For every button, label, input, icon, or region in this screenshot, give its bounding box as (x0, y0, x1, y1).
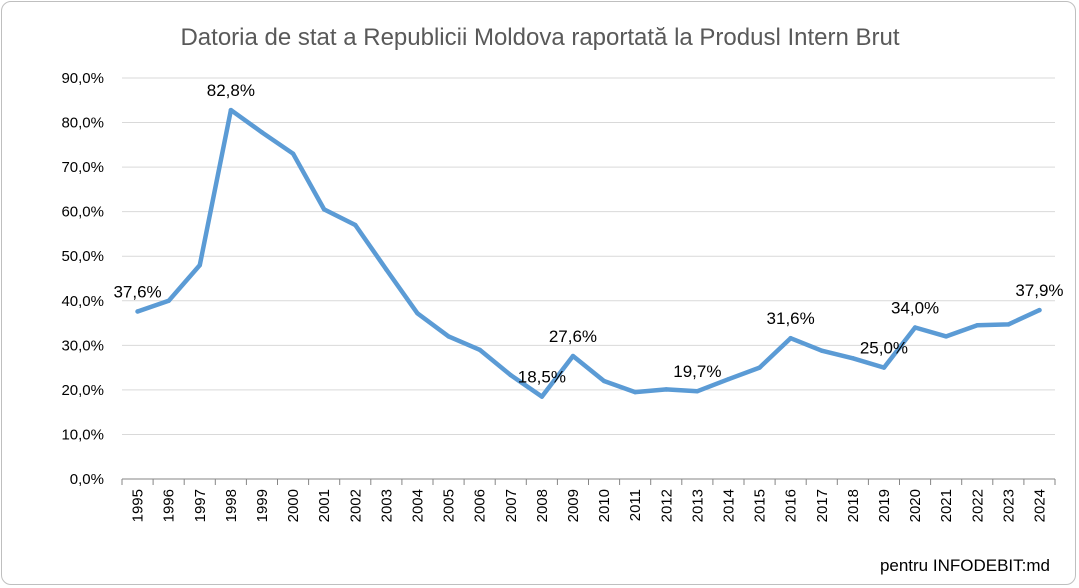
x-tick-label: 2010 (596, 489, 613, 522)
data-point (664, 387, 669, 392)
x-tick-label: 2019 (876, 489, 893, 522)
x-tick-label: 2024 (1031, 489, 1048, 522)
data-point (819, 348, 824, 353)
data-point (695, 389, 700, 394)
data-point (508, 372, 513, 378)
data-point (384, 267, 389, 272)
data-point (726, 376, 731, 382)
x-tick-label: 2006 (472, 489, 489, 522)
y-tick-label: 80,0% (61, 115, 104, 132)
y-tick-label: 70,0% (61, 159, 104, 176)
x-tick-label: 2017 (814, 489, 831, 522)
series-layer (135, 107, 1042, 399)
x-tick-label: 2009 (565, 489, 582, 522)
data-point (881, 365, 887, 370)
data-point (259, 130, 265, 135)
data-point (321, 207, 327, 212)
x-tick-label: 2023 (1000, 489, 1017, 522)
x-tick-label: 2011 (627, 489, 644, 521)
x-tick-label: 1998 (223, 489, 240, 522)
data-label: 31,6% (767, 309, 815, 328)
x-tick-label: 2020 (907, 489, 924, 522)
data-point (135, 309, 140, 314)
data-label: 34,0% (891, 299, 939, 318)
x-tick-label: 2003 (378, 489, 395, 522)
x-tick-label: 2014 (720, 489, 737, 522)
data-point (166, 298, 171, 303)
x-tick-label: 2001 (316, 489, 333, 522)
data-label: 37,9% (1015, 281, 1063, 300)
data-point (975, 323, 980, 328)
x-tick-label: 2018 (845, 489, 862, 522)
data-point (1006, 322, 1011, 327)
data-label: 37,6% (113, 282, 161, 301)
y-tick-label: 90,0% (61, 70, 104, 87)
y-tick-label: 30,0% (61, 337, 104, 354)
data-point (570, 353, 576, 359)
x-tick-label: 2013 (689, 489, 706, 522)
y-tick-label: 50,0% (61, 248, 104, 265)
x-axis-tick-labels: 1995 1996 1997 1998 1999 2000 2001 2002 2003 2004… (121, 479, 1056, 522)
data-point (415, 311, 420, 316)
data-point (539, 394, 545, 399)
data-label: 19,7% (673, 362, 721, 381)
x-tick-label: 1996 (161, 489, 178, 522)
x-tick-label: 2007 (503, 489, 520, 522)
data-point (632, 389, 638, 395)
x-tick-label: 2015 (752, 489, 769, 522)
data-point (353, 222, 358, 228)
x-tick-label: 1999 (254, 489, 271, 522)
data-point (477, 347, 482, 352)
x-tick-label: 2016 (783, 489, 800, 522)
data-label: 82,8% (207, 81, 255, 100)
data-labels: 37,6% 82,8% 18,5% 27,6% 19,7% 31,6% 25,0% 34,0%… (113, 81, 1063, 386)
data-point (943, 334, 949, 339)
data-point (757, 365, 762, 370)
data-point (290, 151, 296, 156)
y-tick-label: 40,0% (61, 293, 104, 310)
data-point (446, 334, 451, 339)
y-axis-tick-labels: 0,0% 10,0% 20,0% 30,0% 40,0% 50,0% 60,0% 70,0% 8… (61, 70, 104, 488)
data-point (228, 107, 234, 113)
gridlines (122, 77, 1055, 435)
credit-text: pentru INFODEBIT:md (880, 556, 1050, 575)
x-tick-label: 2002 (347, 489, 364, 522)
data-label: 27,6% (549, 327, 597, 346)
x-tick-label: 1995 (130, 489, 147, 522)
data-label: 25,0% (860, 339, 908, 358)
chart-title: Datoria de stat a Republicii Moldova rap… (180, 24, 899, 51)
data-point (1037, 307, 1042, 313)
data-point (912, 325, 918, 330)
data-point (788, 336, 793, 341)
x-tick-label: 2000 (285, 489, 302, 522)
y-tick-label: 10,0% (61, 426, 104, 443)
x-tick-label: 2022 (969, 489, 986, 522)
x-tick-label: 2021 (938, 489, 955, 522)
x-tick-label: 2012 (658, 489, 675, 522)
data-point (197, 262, 202, 268)
series-line (135, 107, 1042, 399)
x-tick-label: 2005 (441, 489, 458, 522)
y-tick-label: 60,0% (61, 204, 104, 221)
y-tick-label: 20,0% (61, 382, 104, 399)
data-label: 18,5% (518, 368, 566, 387)
x-tick-label: 2004 (409, 489, 426, 522)
x-tick-label: 2008 (534, 489, 551, 522)
data-point (850, 356, 856, 361)
x-tick-label: 1997 (192, 489, 209, 522)
y-tick-label: 0,0% (70, 471, 104, 488)
data-point (601, 378, 607, 384)
